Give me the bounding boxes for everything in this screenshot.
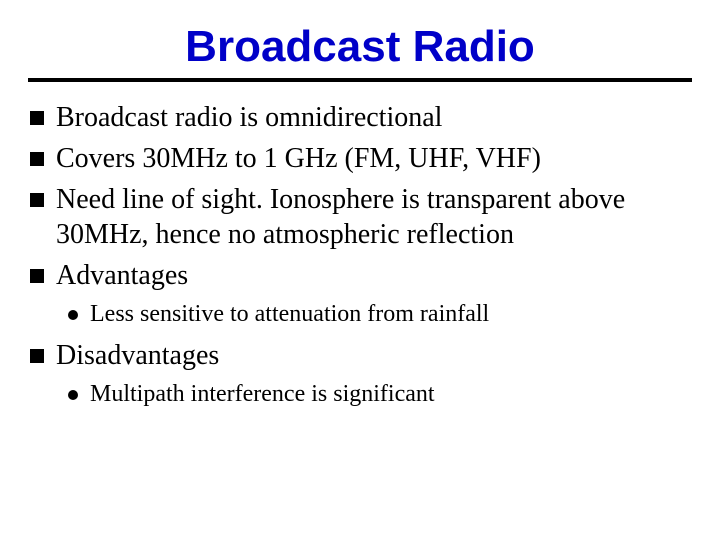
bullet-text: Multipath interference is significant: [90, 379, 690, 410]
dot-bullet-icon: [68, 390, 78, 400]
square-bullet-icon: [30, 193, 44, 207]
square-bullet-icon: [30, 269, 44, 283]
bullet-text: Disadvantages: [56, 338, 690, 373]
bullet-text: Broadcast radio is omnidirectional: [56, 100, 690, 135]
bullet-text: Less sensitive to attenuation from rainf…: [90, 299, 690, 330]
title-rule: [28, 78, 692, 82]
bullet-level1: Disadvantages: [30, 338, 690, 373]
square-bullet-icon: [30, 152, 44, 166]
bullet-level2: Less sensitive to attenuation from rainf…: [68, 299, 690, 330]
bullet-level1: Covers 30MHz to 1 GHz (FM, UHF, VHF): [30, 141, 690, 176]
square-bullet-icon: [30, 349, 44, 363]
dot-bullet-icon: [68, 310, 78, 320]
bullet-level1: Advantages: [30, 258, 690, 293]
slide: Broadcast Radio Broadcast radio is omnid…: [0, 0, 720, 540]
bullet-level1: Need line of sight. Ionosphere is transp…: [30, 182, 690, 252]
bullet-level1: Broadcast radio is omnidirectional: [30, 100, 690, 135]
bullet-text: Advantages: [56, 258, 690, 293]
slide-title: Broadcast Radio: [0, 0, 720, 78]
slide-body: Broadcast radio is omnidirectional Cover…: [0, 100, 720, 410]
bullet-text: Need line of sight. Ionosphere is transp…: [56, 182, 690, 252]
bullet-text: Covers 30MHz to 1 GHz (FM, UHF, VHF): [56, 141, 690, 176]
bullet-level2: Multipath interference is significant: [68, 379, 690, 410]
square-bullet-icon: [30, 111, 44, 125]
